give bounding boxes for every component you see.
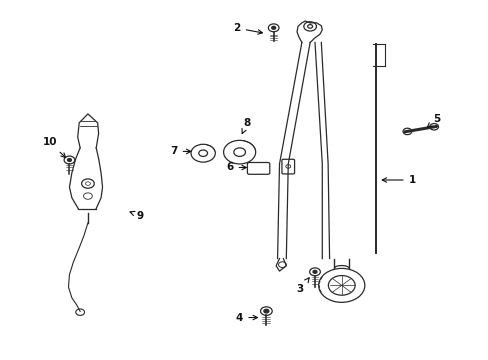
Circle shape bbox=[271, 26, 275, 29]
Circle shape bbox=[67, 158, 71, 161]
Text: 7: 7 bbox=[170, 147, 190, 157]
Text: 5: 5 bbox=[427, 114, 439, 127]
Circle shape bbox=[312, 270, 316, 273]
Ellipse shape bbox=[328, 275, 354, 295]
Text: 4: 4 bbox=[236, 312, 257, 323]
Text: 8: 8 bbox=[242, 118, 250, 134]
Circle shape bbox=[264, 309, 268, 313]
FancyBboxPatch shape bbox=[247, 162, 269, 174]
Text: 2: 2 bbox=[233, 23, 262, 34]
Text: 9: 9 bbox=[130, 211, 143, 221]
Ellipse shape bbox=[318, 269, 364, 302]
FancyBboxPatch shape bbox=[282, 159, 294, 174]
Text: 1: 1 bbox=[382, 175, 415, 185]
Text: 3: 3 bbox=[296, 278, 308, 294]
Text: 6: 6 bbox=[226, 162, 246, 172]
Text: 10: 10 bbox=[42, 138, 65, 158]
